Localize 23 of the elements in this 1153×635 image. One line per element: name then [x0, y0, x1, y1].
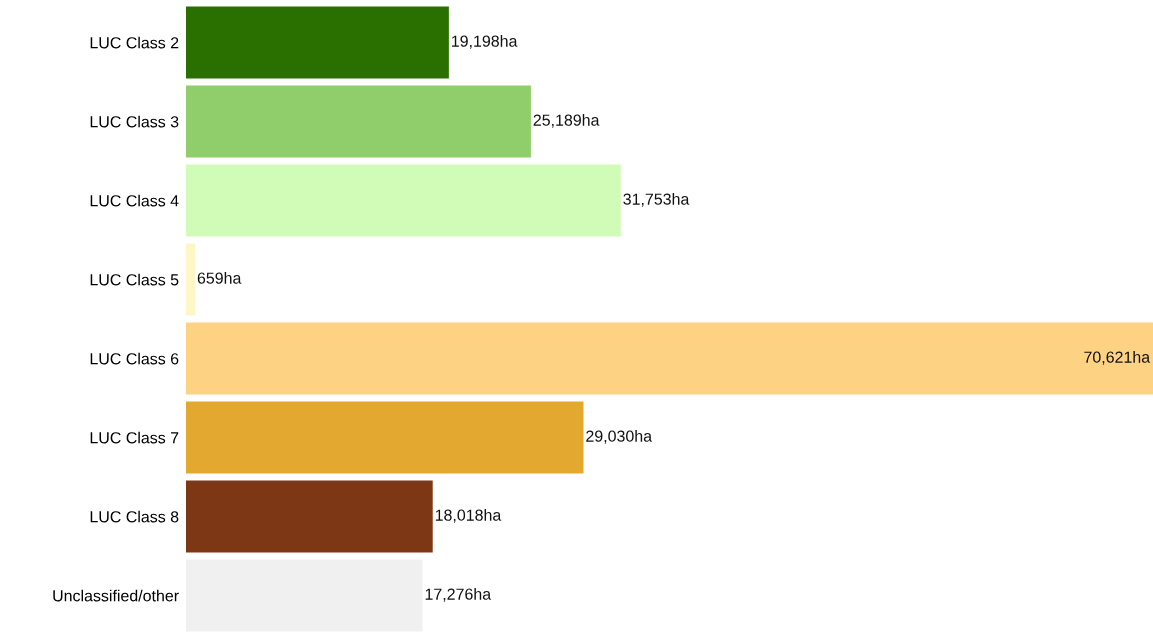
- y-tick-label: LUC Class 2: [90, 36, 179, 49]
- bar: [186, 243, 196, 316]
- y-tick-label: LUC Class 7: [90, 431, 179, 444]
- bar: [186, 164, 621, 237]
- bar: [186, 6, 449, 79]
- y-tick-label: LUC Class 8: [90, 510, 179, 523]
- data-label: 70,621ha: [1084, 351, 1151, 365]
- data-label: 19,198ha: [452, 35, 518, 49]
- y-tick-label: LUC Class 3: [90, 115, 179, 128]
- bar: [186, 322, 1153, 395]
- y-tick-label: Unclassified/other: [53, 589, 179, 602]
- y-tick-label: LUC Class 4: [90, 194, 179, 207]
- data-label: 29,030ha: [586, 430, 653, 444]
- bar: [186, 85, 531, 158]
- data-label: 25,189ha: [533, 114, 600, 128]
- data-label: 18,018ha: [435, 509, 502, 523]
- bar: [186, 401, 584, 474]
- data-label: 659ha: [197, 272, 242, 284]
- y-tick-label: LUC Class 6: [90, 352, 179, 365]
- data-label: 17,276ha: [425, 588, 492, 602]
- data-label: 31,753ha: [623, 193, 690, 207]
- bar: [186, 480, 433, 553]
- y-tick-label: LUC Class 5: [90, 273, 179, 286]
